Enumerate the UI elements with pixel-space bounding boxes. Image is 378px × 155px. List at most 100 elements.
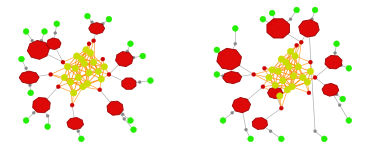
Circle shape [283,59,289,65]
Circle shape [25,67,28,70]
Circle shape [72,65,78,71]
Circle shape [23,29,29,34]
Circle shape [333,51,336,54]
Circle shape [284,86,291,93]
Circle shape [86,15,89,18]
Circle shape [46,114,49,117]
Polygon shape [267,19,290,38]
Polygon shape [252,118,268,129]
Circle shape [269,130,272,133]
Circle shape [287,48,294,55]
Circle shape [292,53,298,59]
Circle shape [262,66,266,70]
Circle shape [346,65,352,71]
Circle shape [215,73,218,76]
Circle shape [313,75,317,80]
Circle shape [81,60,88,67]
Circle shape [83,47,89,53]
Polygon shape [232,97,251,113]
Circle shape [277,93,283,99]
Circle shape [261,18,265,21]
Circle shape [321,136,327,142]
Circle shape [28,90,34,96]
Circle shape [222,119,225,122]
Circle shape [289,84,295,90]
Circle shape [341,97,344,101]
Circle shape [123,117,126,120]
Circle shape [91,39,96,43]
Circle shape [280,137,283,140]
Circle shape [245,128,248,131]
Circle shape [73,53,80,59]
Circle shape [70,103,74,107]
Circle shape [222,74,225,78]
Circle shape [214,71,220,77]
Circle shape [80,84,86,90]
Circle shape [261,85,265,89]
Circle shape [25,30,28,33]
Circle shape [299,40,303,44]
Circle shape [98,88,102,92]
Circle shape [272,82,279,88]
Circle shape [222,53,225,56]
Circle shape [127,41,133,47]
Circle shape [87,50,94,56]
Circle shape [335,42,338,45]
Circle shape [248,136,254,142]
Circle shape [141,55,144,58]
Polygon shape [89,23,105,34]
Circle shape [312,7,318,13]
Polygon shape [107,101,123,115]
Circle shape [290,73,297,79]
Circle shape [339,64,343,67]
Circle shape [275,68,282,75]
Circle shape [323,137,326,140]
Circle shape [269,10,275,16]
Circle shape [95,68,101,75]
Circle shape [25,119,28,122]
Circle shape [313,130,317,133]
Circle shape [77,130,80,133]
Circle shape [86,70,92,76]
Circle shape [70,90,77,96]
Circle shape [19,56,25,62]
Circle shape [269,67,275,73]
Circle shape [107,18,110,21]
Circle shape [147,78,153,84]
Circle shape [45,124,51,130]
Polygon shape [27,40,50,59]
Circle shape [340,96,345,102]
Circle shape [101,57,105,61]
Circle shape [127,117,133,123]
Circle shape [42,29,47,34]
Circle shape [32,111,35,114]
Circle shape [20,58,23,61]
Circle shape [54,21,60,27]
Circle shape [334,41,339,47]
Circle shape [274,19,277,22]
Circle shape [214,47,220,53]
Circle shape [130,127,136,133]
Circle shape [347,67,350,70]
Circle shape [106,16,112,22]
Polygon shape [67,117,84,130]
Polygon shape [223,71,242,84]
Circle shape [138,81,141,84]
Circle shape [295,8,298,11]
Circle shape [28,84,31,87]
Circle shape [132,56,135,59]
Circle shape [85,13,90,19]
Circle shape [249,137,252,140]
Circle shape [308,60,313,64]
Circle shape [304,79,311,85]
Circle shape [310,18,313,21]
Circle shape [279,106,284,110]
Circle shape [278,56,285,62]
Circle shape [289,18,292,21]
Circle shape [75,74,82,81]
Circle shape [54,31,57,35]
Circle shape [346,117,352,123]
Circle shape [295,43,299,47]
Polygon shape [322,83,339,96]
Circle shape [43,30,46,33]
